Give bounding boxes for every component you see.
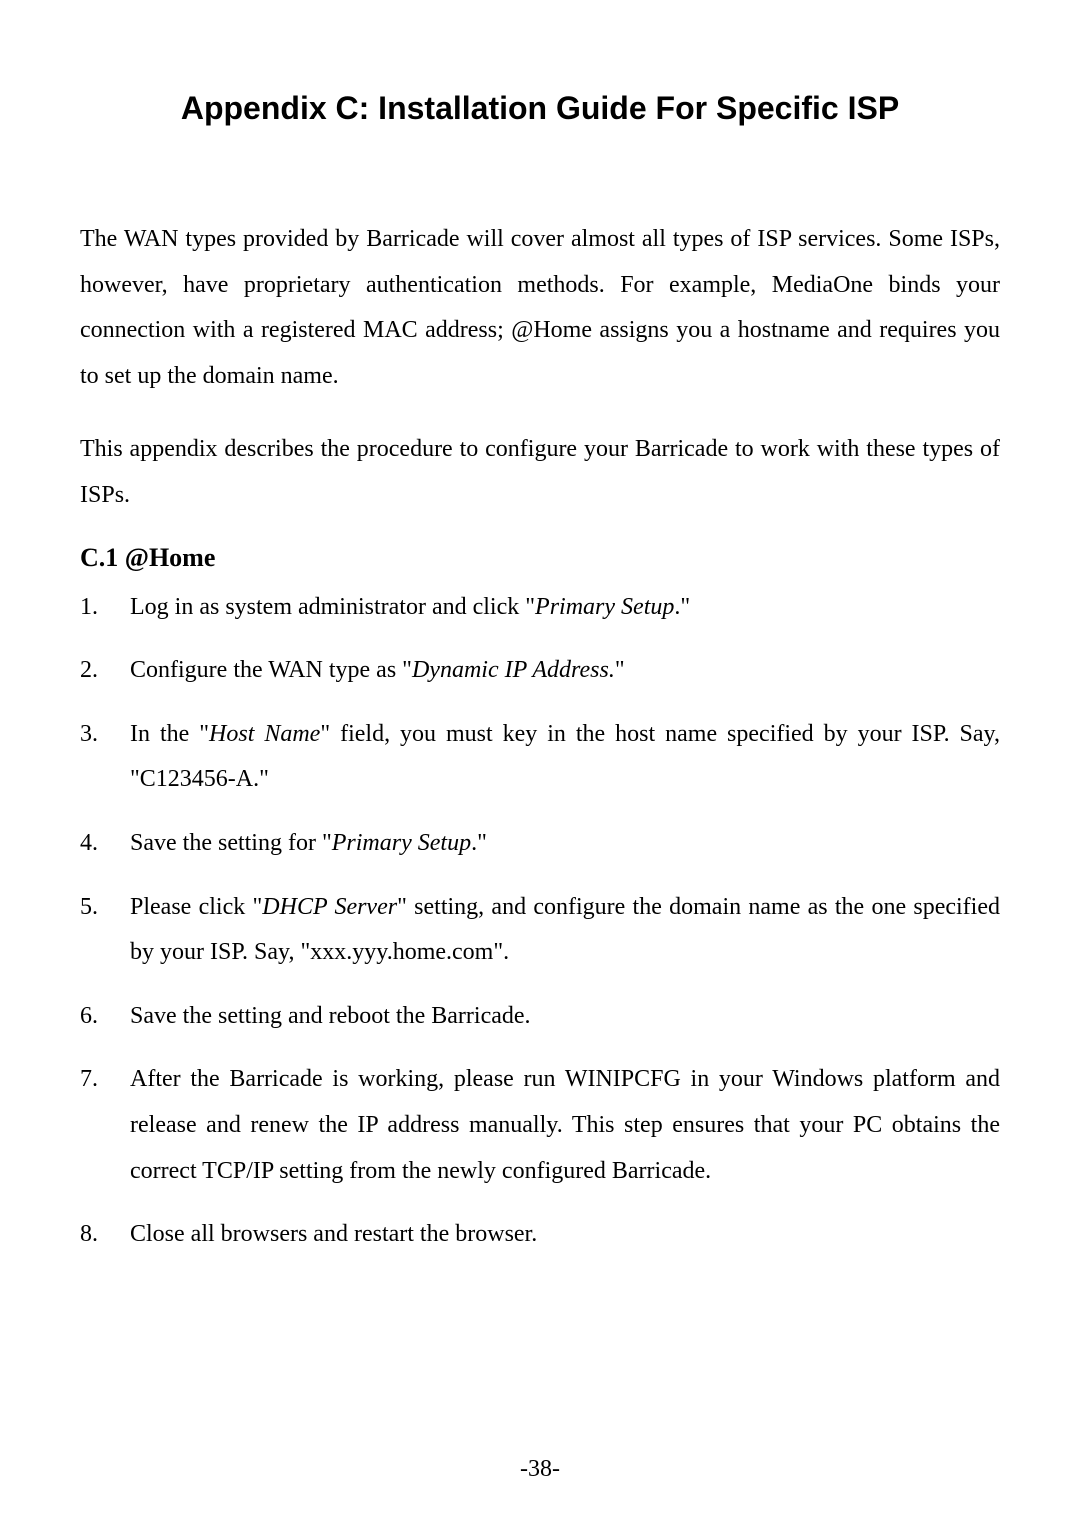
list-item: 6. Save the setting and reboot the Barri… xyxy=(80,994,1000,1040)
list-item: 7. After the Barricade is working, pleas… xyxy=(80,1057,1000,1194)
list-content: Configure the WAN type as "Dynamic IP Ad… xyxy=(130,648,1000,694)
list-content: Please click "DHCP Server" setting, and … xyxy=(130,885,1000,976)
list-item: 4. Save the setting for "Primary Setup." xyxy=(80,821,1000,867)
page-number: -38- xyxy=(0,1456,1080,1483)
list-item: 8. Close all browsers and restart the br… xyxy=(80,1212,1000,1258)
list-number: 5. xyxy=(80,885,130,976)
list-item: 5. Please click "DHCP Server" setting, a… xyxy=(80,885,1000,976)
list-content: Save the setting and reboot the Barricad… xyxy=(130,994,1000,1040)
list-content: After the Barricade is working, please r… xyxy=(130,1057,1000,1194)
list-number: 4. xyxy=(80,821,130,867)
list-number: 3. xyxy=(80,712,130,803)
list-number: 7. xyxy=(80,1057,130,1194)
list-number: 2. xyxy=(80,648,130,694)
list-item: 3. In the "Host Name" field, you must ke… xyxy=(80,712,1000,803)
list-content: Log in as system administrator and click… xyxy=(130,585,1000,631)
list-number: 1. xyxy=(80,585,130,631)
appendix-title: Appendix C: Installation Guide For Speci… xyxy=(80,90,1000,127)
list-number: 6. xyxy=(80,994,130,1040)
list-item: 2. Configure the WAN type as "Dynamic IP… xyxy=(80,648,1000,694)
intro-paragraph: The WAN types provided by Barricade will… xyxy=(80,217,1000,399)
list-item: 1. Log in as system administrator and cl… xyxy=(80,585,1000,631)
list-content: In the "Host Name" field, you must key i… xyxy=(130,712,1000,803)
list-content: Close all browsers and restart the brows… xyxy=(130,1212,1000,1258)
list-content: Save the setting for "Primary Setup." xyxy=(130,821,1000,867)
section-heading: C.1 @Home xyxy=(80,543,1000,573)
second-paragraph: This appendix describes the procedure to… xyxy=(80,427,1000,518)
list-number: 8. xyxy=(80,1212,130,1258)
